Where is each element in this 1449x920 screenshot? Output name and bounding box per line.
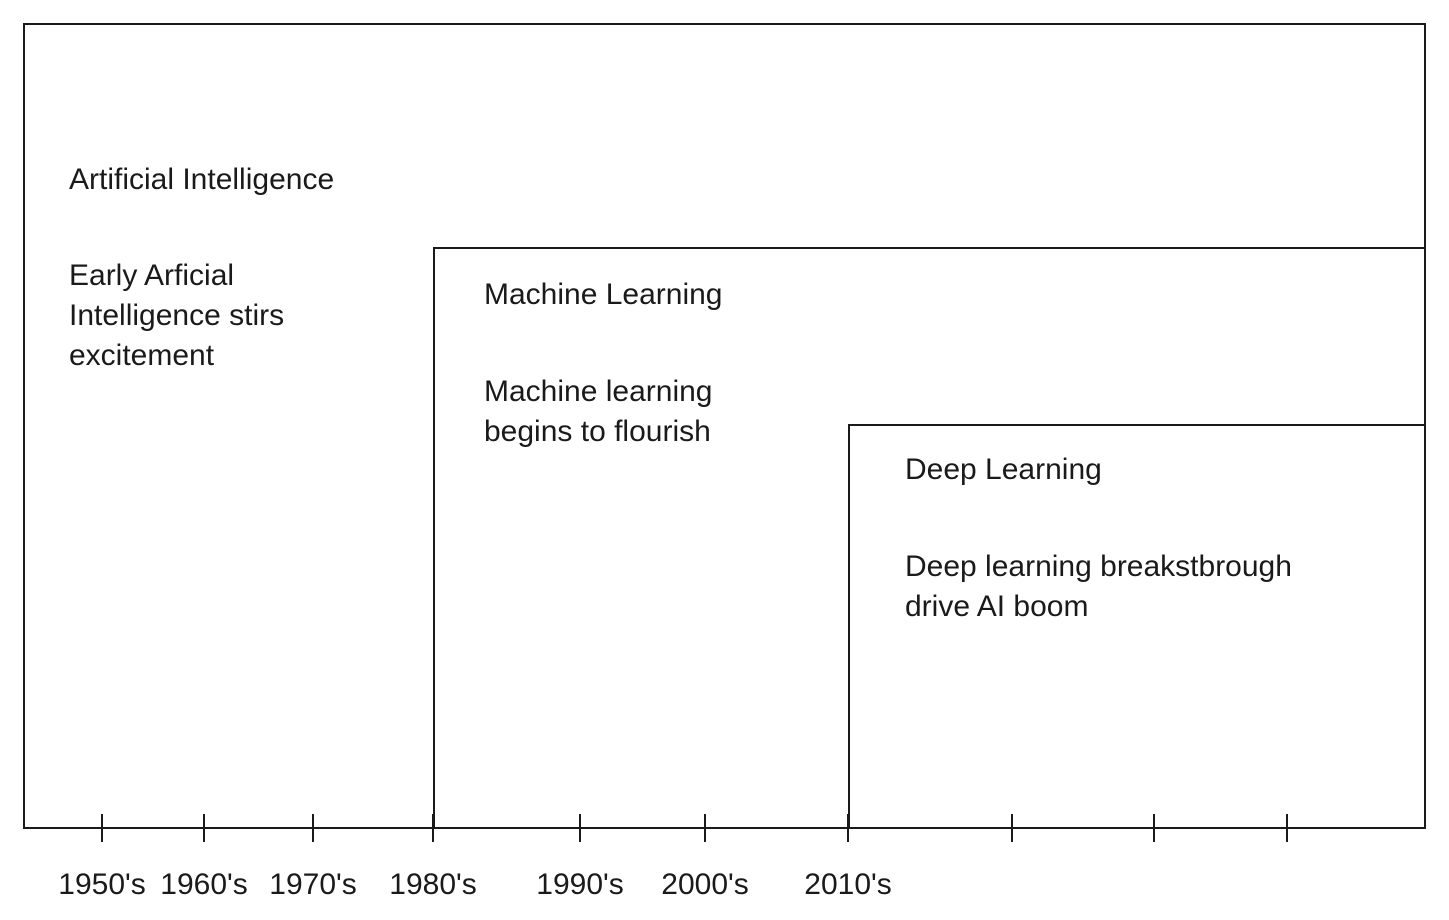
timeline-label: 2010's	[804, 868, 892, 901]
ml-description: Machine learning begins to flourish	[484, 375, 713, 448]
timeline-label: 1950's	[58, 868, 146, 901]
timeline-label: 2000's	[661, 868, 749, 901]
ai-title: Artificial Intelligence	[69, 163, 335, 196]
dl-description: Deep learning breakstbrough drive AI boo…	[905, 550, 1292, 623]
ai-description: Early Arficial Intelligence stirs excite…	[69, 259, 285, 372]
ml-title: Machine Learning	[484, 278, 723, 311]
timeline-label: 1980's	[389, 868, 477, 901]
timeline-label: 1970's	[269, 868, 357, 901]
timeline-label: 1960's	[160, 868, 248, 901]
dl-title: Deep Learning	[905, 453, 1102, 486]
timeline-label: 1990's	[536, 868, 624, 901]
